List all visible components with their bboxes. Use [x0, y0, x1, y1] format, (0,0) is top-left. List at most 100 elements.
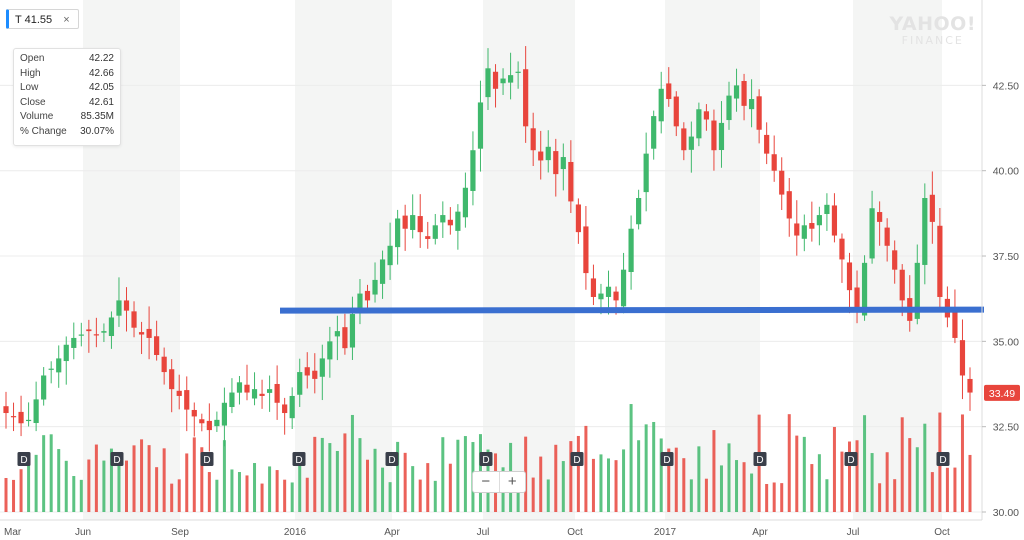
candle-down	[583, 226, 589, 274]
candle-up	[357, 293, 363, 311]
ohlc-value: 42.61	[88, 96, 114, 108]
dividend-marker-box	[292, 452, 306, 466]
candle-down	[161, 356, 167, 373]
candle-up	[914, 262, 920, 319]
volume-bar	[780, 483, 784, 512]
volume-bar	[298, 455, 302, 512]
volume-bar	[418, 479, 422, 512]
period-shade	[295, 0, 392, 520]
candle-down	[877, 212, 883, 222]
dividend-marker-box	[385, 452, 399, 466]
ohlc-value: 30.07%	[80, 125, 114, 137]
close-icon[interactable]: ×	[63, 14, 70, 26]
volume-bar	[878, 483, 882, 512]
dividend-marker: D	[660, 452, 674, 466]
candle-down	[666, 83, 672, 100]
candle-down	[342, 327, 348, 349]
candle-up	[229, 392, 235, 408]
volume-bar	[682, 458, 686, 512]
y-tick-label: 40.00	[993, 166, 1019, 178]
x-tick-label: 2017	[654, 527, 677, 538]
candle-up	[696, 109, 702, 139]
candle-up	[432, 225, 438, 239]
ohlc-value: 85.35M	[80, 111, 114, 123]
candle-down	[673, 96, 679, 127]
candle-up	[236, 382, 243, 393]
zoom-in-button[interactable]: +	[507, 473, 517, 490]
volume-bar	[64, 460, 68, 512]
volume-bar	[335, 450, 339, 512]
yahoo-finance-logo: YAHOO! FINANCE	[889, 14, 976, 47]
candle-up	[289, 395, 295, 419]
ohlc-low-row: Low 42.05	[20, 81, 114, 96]
candle-down	[681, 128, 687, 151]
volume-bar	[290, 482, 294, 512]
dividend-marker: D	[200, 452, 214, 466]
volume-bar	[72, 476, 76, 512]
ticker-price: 41.55	[24, 14, 53, 26]
volume-bar	[230, 469, 234, 512]
dividend-marker: D	[17, 452, 31, 466]
dividend-marker: D	[292, 452, 306, 466]
candle-down	[3, 406, 9, 414]
candle-up	[101, 331, 107, 333]
x-tick-label: Mar	[4, 527, 22, 538]
volume-bar	[832, 426, 836, 512]
candle-down	[711, 120, 717, 151]
candle-up	[455, 211, 461, 231]
ohlc-label: Volume	[20, 111, 54, 123]
dividend-marker: D	[385, 452, 399, 466]
candle-up	[319, 358, 325, 377]
candle-down	[590, 278, 597, 297]
candle-down	[274, 383, 280, 403]
volume-bar	[870, 453, 874, 512]
candle-up	[349, 314, 356, 348]
volume-bar	[102, 460, 106, 512]
candle-down	[417, 216, 423, 233]
ohlc-open-row: Open 42.22	[20, 52, 114, 67]
dividend-marker: D	[570, 452, 584, 466]
volume-bar	[305, 477, 309, 512]
candle-up	[116, 300, 122, 316]
candle-down	[553, 151, 559, 175]
ticker-tag[interactable]: T 41.55 ×	[6, 9, 79, 29]
period-shade	[853, 0, 942, 520]
ohlc-label: Close	[20, 96, 46, 108]
candle-down	[447, 219, 453, 226]
candle-up	[41, 375, 47, 400]
candle-down	[937, 225, 943, 297]
candle-down	[952, 312, 958, 338]
y-tick-label: 35.00	[993, 336, 1019, 348]
x-tick-label: Jul	[477, 527, 490, 538]
dividend-marker-label: D	[113, 455, 120, 466]
ohlc-close-row: Close 42.61	[20, 96, 114, 111]
candle-down	[839, 238, 845, 260]
last-price-box	[984, 384, 1020, 401]
logo-line2: FINANCE	[901, 34, 964, 47]
volume-bar	[426, 463, 430, 512]
volume-bar	[441, 437, 445, 512]
ohlc-change-row: % Change 30.07%	[20, 125, 114, 140]
candle-down	[703, 111, 710, 120]
volume-bar	[350, 414, 354, 512]
candle-up	[620, 269, 627, 307]
candle-up	[485, 68, 491, 98]
volume-bar	[848, 441, 851, 512]
volume-bar	[629, 404, 633, 512]
period-shade	[483, 0, 575, 520]
dividend-marker-label: D	[756, 455, 763, 466]
volume-bar	[727, 443, 731, 512]
volume-bar	[275, 470, 279, 512]
volume-bar	[591, 458, 595, 512]
candle-down	[10, 416, 17, 418]
candle-down	[282, 404, 288, 414]
y-tick-label: 42.50	[993, 80, 1019, 92]
volume-bar	[637, 440, 641, 512]
zoom-out-button[interactable]: −	[473, 472, 500, 492]
volume-bar	[162, 448, 166, 512]
candle-down	[613, 291, 619, 301]
x-tick-label: Sep	[171, 527, 189, 538]
candle-down	[244, 384, 250, 393]
